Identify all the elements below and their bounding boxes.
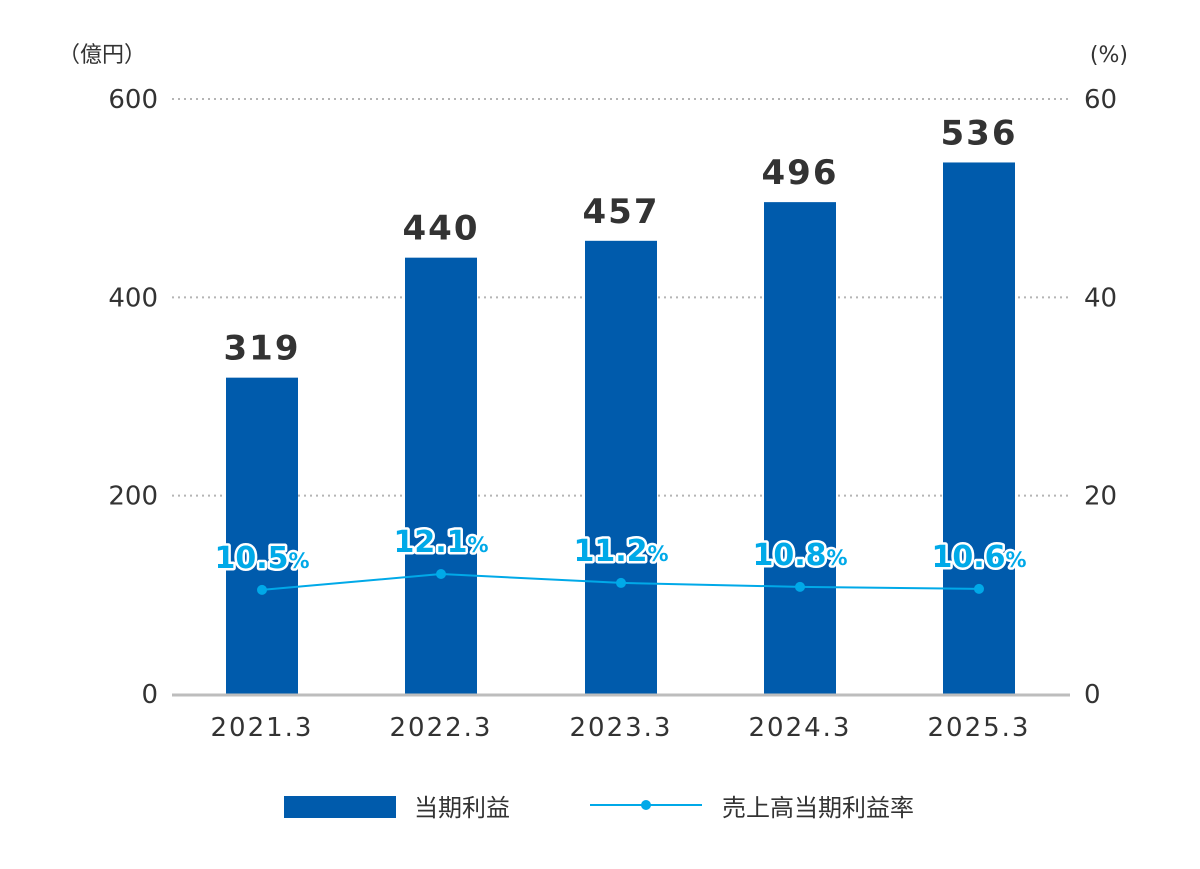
rate-point (436, 569, 446, 580)
rate-point (257, 584, 267, 595)
axis-labels: 0 200 400 600 0 20 40 60 2021.3 2022.3 2023.3 2024.… (58, 43, 1128, 743)
bar (585, 240, 657, 694)
y-right-tick-label: 40 (1084, 283, 1117, 313)
y-right-tick-label: 60 (1084, 85, 1117, 115)
bar (226, 377, 298, 694)
bar-value-label: 457 (583, 192, 660, 232)
rate-line-series (257, 569, 984, 595)
legend-bar-swatch (284, 796, 396, 818)
x-tick-label: 2023.3 (570, 713, 673, 743)
bar (764, 202, 836, 694)
rate-percent-sign: % (647, 542, 668, 566)
x-tick-label: 2025.3 (928, 713, 1031, 743)
rate-percent-sign: % (288, 549, 309, 573)
y-left-unit: （億円） (58, 43, 146, 68)
legend-line-marker (641, 800, 651, 810)
x-tick-label: 2021.3 (211, 713, 314, 743)
y-left-tick-label: 600 (108, 85, 158, 115)
rate-point (616, 577, 626, 588)
bars (226, 162, 1015, 694)
bar-value-label: 440 (403, 209, 480, 249)
x-tick-label: 2022.3 (390, 713, 493, 743)
rate-percent-sign: % (1005, 548, 1026, 572)
legend-line-label: 売上高当期利益率 (722, 794, 914, 822)
y-right-tick-label: 0 (1084, 680, 1101, 710)
x-tick-label: 2024.3 (749, 713, 852, 743)
y-left-tick-label: 400 (108, 283, 158, 313)
legend: 当期利益 売上高当期利益率 (284, 794, 914, 822)
bar-value-label: 319 (224, 329, 301, 369)
bar-value-label: 496 (762, 153, 839, 193)
bar (943, 162, 1015, 694)
rate-point (974, 583, 984, 594)
legend-bar-label: 当期利益 (414, 794, 510, 822)
y-left-tick-label: 0 (141, 680, 158, 710)
y-right-tick-label: 20 (1084, 482, 1117, 512)
bar-value-label: 536 (941, 113, 1018, 153)
rate-value-label: 11.2% (573, 534, 668, 569)
y-right-unit: (%) (1090, 43, 1128, 68)
y-left-tick-label: 200 (108, 482, 158, 512)
bar (405, 257, 477, 694)
rate-percent-sign: % (467, 533, 488, 557)
rate-percent-sign: % (826, 546, 847, 570)
rate-point (795, 581, 805, 592)
